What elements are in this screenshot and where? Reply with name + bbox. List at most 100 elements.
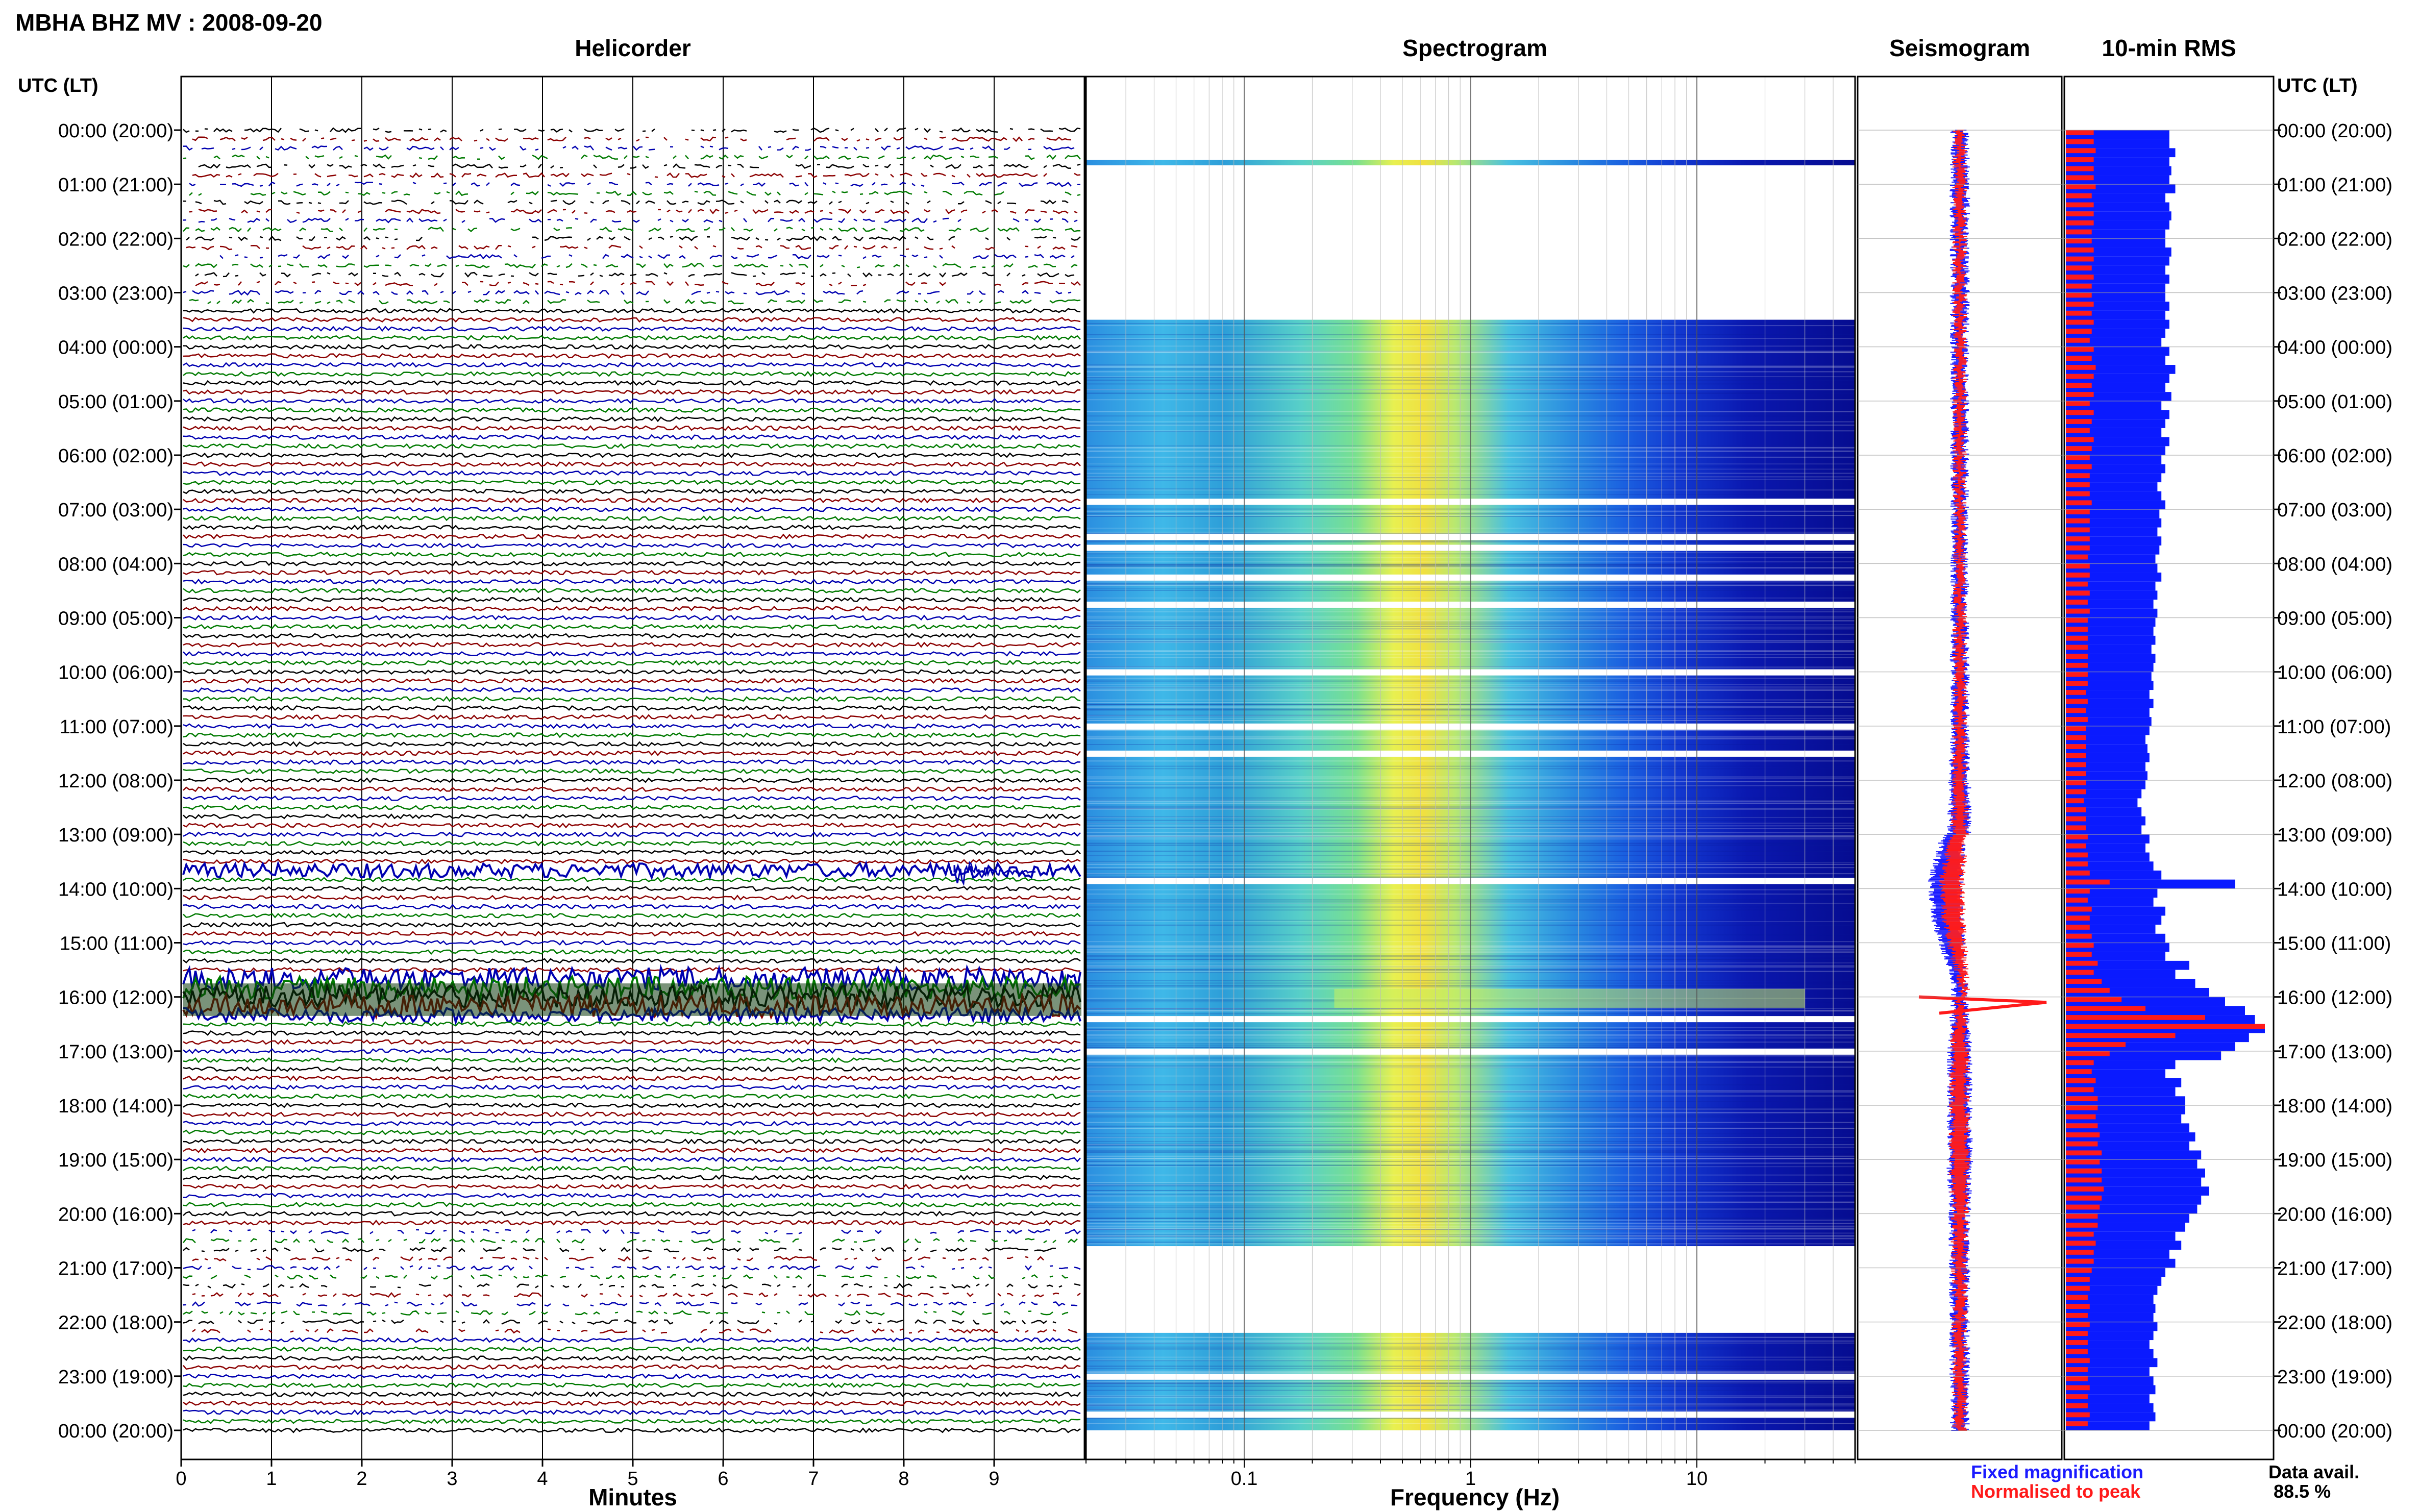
rms-bar-normalised <box>2066 202 2094 208</box>
rms-bar-normalised <box>2066 527 2090 533</box>
helicorder-trace <box>183 786 1081 792</box>
rms-bar-normalised <box>2066 1340 2088 1345</box>
helicorder-trace <box>183 146 1080 150</box>
rms-bar-normalised <box>2066 491 2090 497</box>
helicorder-trace <box>183 1346 1081 1352</box>
rms-bar-normalised <box>2066 1186 2104 1192</box>
rms-bar-normalised <box>2066 753 2086 758</box>
helicorder-trace <box>183 777 1081 783</box>
panel-frame <box>2063 76 2275 1460</box>
time-label-left: 16:00 (12:00) <box>58 987 174 1009</box>
helicorder-tick-label: 9 <box>989 1468 999 1490</box>
rms-bar-fixed <box>2066 726 2150 735</box>
helicorder-trace <box>183 1093 1081 1100</box>
rms-bar-normalised <box>2066 744 2086 749</box>
helicorder-trace <box>183 154 1081 160</box>
spectrogram-panel: 0.1 1 10 <box>1085 77 1856 1490</box>
helicorder-trace <box>183 678 1081 684</box>
rms-bar-normalised <box>2066 771 2086 777</box>
time-label-left: 19:00 (15:00) <box>58 1150 174 1171</box>
time-label-right: 05:00 (01:00) <box>2277 391 2392 413</box>
utc-label-right: UTC (LT) <box>2277 75 2358 96</box>
helicorder-trace <box>183 470 1081 477</box>
helicorder-trace <box>183 1427 1081 1433</box>
helicorder-trace <box>183 1030 1081 1036</box>
helicorder-tick-label: 2 <box>356 1468 367 1490</box>
time-label-right: 15:00 (11:00) <box>2277 933 2391 955</box>
rms-bar-normalised <box>2066 545 2090 551</box>
helicorder-trace <box>183 795 1081 801</box>
helicorder-trace <box>183 227 1081 233</box>
time-label-right: 20:00 (16:00) <box>2277 1204 2392 1225</box>
helicorder-trace <box>183 750 1081 756</box>
rms-bar-normalised <box>2066 1096 2098 1102</box>
rms-bar-normalised <box>2066 925 2090 930</box>
helicorder-trace <box>183 1066 1081 1073</box>
helicorder-trace <box>183 741 1081 748</box>
helicorder-tick-label: 3 <box>447 1468 457 1490</box>
time-label-left: 10:00 (06:00) <box>58 662 174 684</box>
time-label-right: 21:00 (17:00) <box>2277 1258 2392 1280</box>
time-label-left: 14:00 (10:00) <box>58 879 174 900</box>
helicorder-trace <box>192 137 1080 141</box>
rms-bar-normalised <box>2066 500 2092 506</box>
time-label-right: 01:00 (21:00) <box>2277 175 2392 196</box>
rms-bar-normalised <box>2066 1358 2090 1364</box>
helicorder-trace <box>183 488 1081 494</box>
rms-bar-normalised <box>2066 1114 2096 1120</box>
rms-bar-normalised <box>2066 1042 2126 1047</box>
helicorder-trace <box>183 1183 1081 1189</box>
helicorder-trace <box>183 1129 1081 1135</box>
helicorder-trace <box>183 849 1081 856</box>
rms-bar-normalised <box>2066 356 2092 361</box>
rms-bar-normalised <box>2066 139 2094 144</box>
rms-bar-normalised <box>2066 898 2088 903</box>
helicorder-trace <box>183 461 1081 467</box>
helicorder-trace <box>219 254 1075 260</box>
helicorder-trace <box>183 687 1081 693</box>
helicorder-trace <box>183 624 1081 630</box>
rms-bar-normalised <box>2066 1403 2088 1408</box>
helicorder-trace <box>198 163 1081 169</box>
rms-bar-normalised <box>2066 1213 2098 1219</box>
rms-bar-fixed <box>2066 690 2150 699</box>
helicorder-trace <box>183 398 1081 404</box>
rms-bar-normalised <box>2066 798 2084 804</box>
rms-bar-normalised <box>2066 960 2098 966</box>
helicorder-trace <box>183 1248 1071 1252</box>
time-label-left: 13:00 (09:00) <box>58 825 174 846</box>
helicorder-trace <box>183 1220 1081 1226</box>
helicorder-trace <box>183 1075 1081 1081</box>
rms-bar-normalised <box>2066 627 2088 632</box>
rms-bar-normalised <box>2066 1069 2092 1074</box>
rms-bar-normalised <box>2066 428 2090 433</box>
time-label-right: 10:00 (06:00) <box>2277 662 2392 684</box>
rms-bar-normalised <box>2066 1033 2176 1038</box>
helicorder-trace <box>183 1265 1081 1271</box>
data-avail-value: 88.5 % <box>2274 1481 2331 1502</box>
rms-bar-normalised <box>2066 1231 2094 1237</box>
helicorder-trace <box>192 172 1081 178</box>
helicorder-trace <box>183 308 1081 314</box>
rms-bar-normalised <box>2066 464 2092 469</box>
time-label-left: 06:00 (02:00) <box>58 445 174 467</box>
time-label-left: 21:00 (17:00) <box>58 1258 174 1280</box>
rms-bar-normalised <box>2066 1295 2088 1300</box>
helicorder-tick-label: 1 <box>266 1468 277 1490</box>
rms-bar-normalised <box>2066 690 2086 695</box>
time-label-right: 14:00 (10:00) <box>2277 879 2392 900</box>
time-label-right: 00:00 (20:00) <box>2277 120 2392 142</box>
rms-bar-normalised <box>2066 337 2090 343</box>
helicorder-trace <box>183 1048 1081 1054</box>
rms-bar-normalised <box>2066 1421 2088 1427</box>
rms-bar-fixed <box>2066 708 2150 717</box>
helicorder-tick-label: 5 <box>627 1468 638 1490</box>
time-label-left: 23:00 (19:00) <box>58 1367 174 1388</box>
helicorder-trace <box>183 669 1081 675</box>
rms-bar-normalised <box>2066 193 2092 199</box>
rms-bar-normalised <box>2066 1141 2098 1147</box>
rms-bar-normalised <box>2066 970 2094 975</box>
helicorder-trace <box>183 804 1081 810</box>
rms-bar-normalised <box>2066 220 2094 226</box>
